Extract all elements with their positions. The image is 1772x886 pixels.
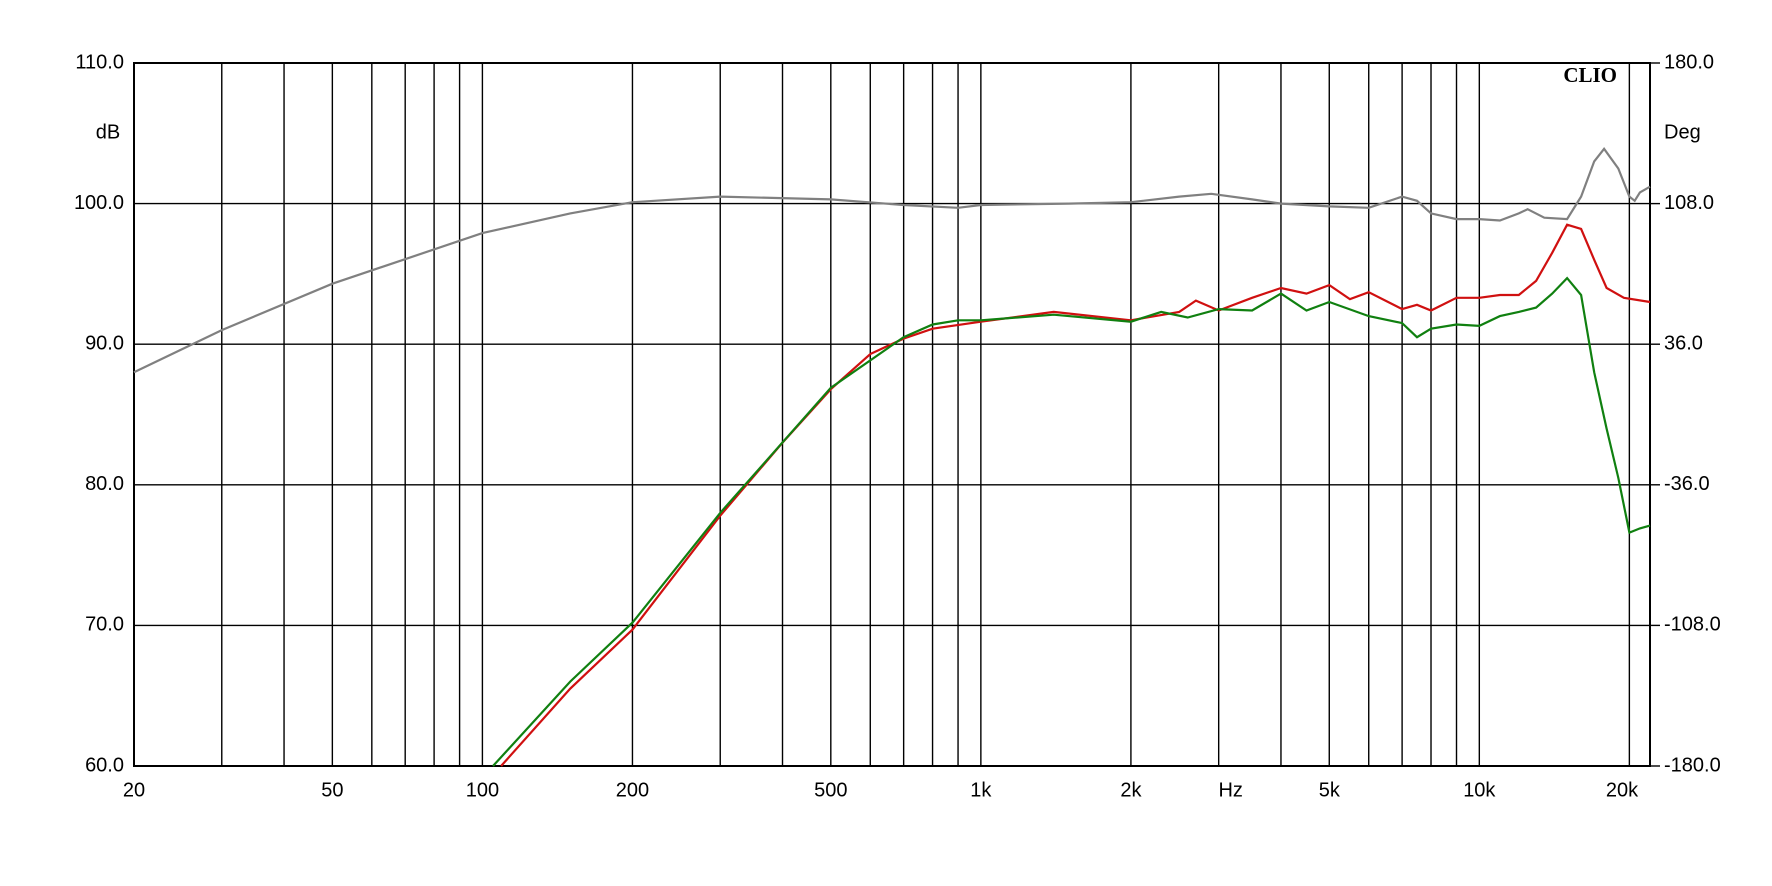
- y-tick-label: 100.0: [74, 192, 124, 214]
- y-tick-label: 90.0: [85, 332, 124, 354]
- annotation: CLIO: [1563, 63, 1617, 87]
- series-line: [492, 276, 1651, 767]
- x-tick-label: 100: [466, 779, 499, 801]
- y-tick-label: 80.0: [85, 473, 124, 495]
- x-tick-label: 50: [321, 779, 343, 801]
- y2-axis-label: Deg: [1664, 121, 1701, 143]
- x-tick-label: 2k: [1120, 779, 1142, 801]
- x-tick-label: 20: [123, 779, 145, 801]
- y-axis-label: dB: [96, 121, 120, 143]
- y2-tick-label: 108.0: [1664, 192, 1714, 214]
- y2-tick-label: -180.0: [1664, 754, 1721, 776]
- plot-frame: [133, 62, 1651, 767]
- x-tick-label: 200: [616, 779, 649, 801]
- series-line: [133, 146, 1651, 374]
- x-axis-label: Hz: [1218, 779, 1242, 801]
- x-tick-label: 1k: [970, 779, 992, 801]
- x-tick-label: 500: [814, 779, 847, 801]
- x-tick-label: 5k: [1319, 779, 1341, 801]
- y-tick-label: 70.0: [85, 614, 124, 636]
- x-tick-label: 10k: [1463, 779, 1496, 801]
- y2-tick-label: -36.0: [1664, 473, 1710, 495]
- y2-tick-label: 180.0: [1664, 51, 1714, 73]
- x-tick-label: 20k: [1606, 779, 1639, 801]
- y-tick-label: 60.0: [85, 754, 124, 776]
- y-tick-label: 110.0: [75, 51, 124, 73]
- y2-tick-label: -108.0: [1664, 614, 1721, 636]
- series-line: [500, 223, 1651, 767]
- y2-tick-label: 36.0: [1664, 332, 1703, 354]
